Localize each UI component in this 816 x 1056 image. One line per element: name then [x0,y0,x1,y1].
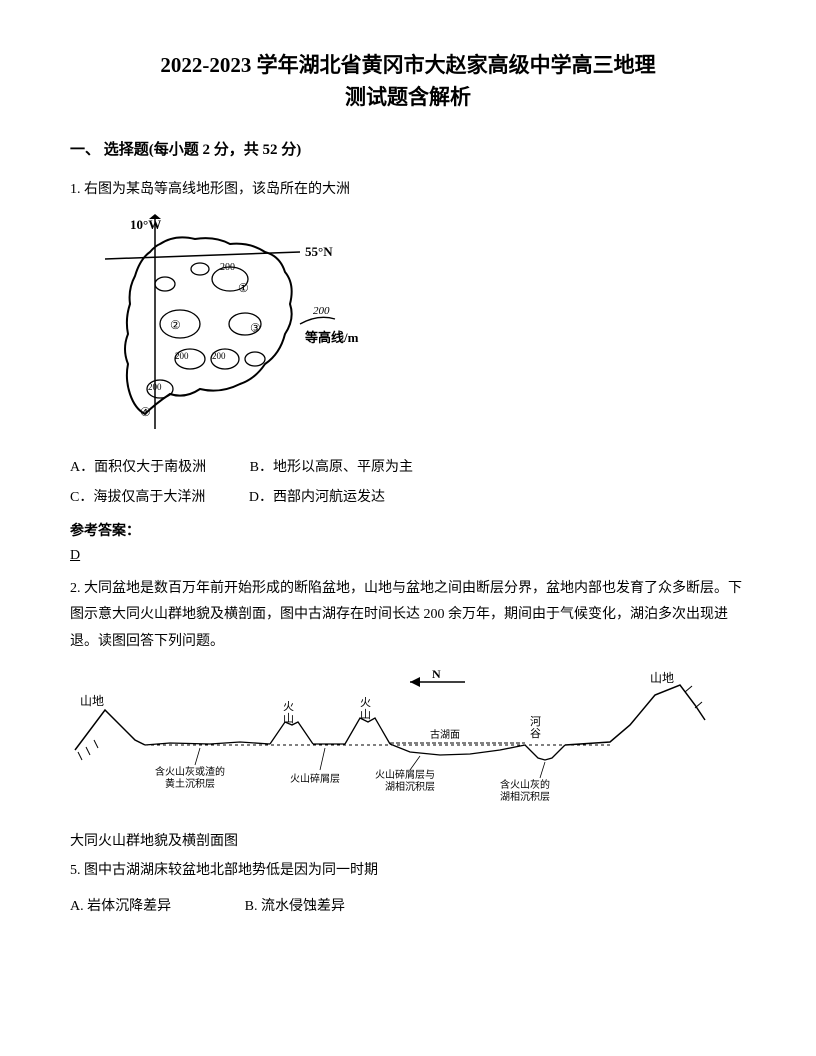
label2: 火山碎屑层 [290,772,340,785]
marker-2: ② [170,318,181,332]
label3-l1: 火山碎屑层与 [375,768,435,781]
label1-l2: 黄土沉积层 [165,777,215,790]
legend-text: 等高线/m [304,330,359,345]
north-label: N [432,670,441,681]
volcano1-l2: 山 [283,712,294,725]
q5-options-row-1: A. 岩体沉降差异 B. 流水侵蚀差异 [70,893,746,921]
volcano2-l1: 火 [360,697,371,709]
lon-label: 10°W [130,217,161,232]
contour-4: 200 [148,382,162,392]
q2-caption: 大同火山群地貌及横剖面图 [70,830,746,850]
q1-options-row-1: A．面积仅大于南极洲 B．地形以高原、平原为主 [70,454,746,482]
volcano2-l2: 山 [360,708,371,721]
q5-stem: 5. 图中古湖湖床较盆地北部地势低是因为同一时期 [70,858,746,885]
contour-1: 200 [220,262,235,273]
section-heading: 一、 选择题(每小题 2 分，共 52 分) [70,138,746,159]
title-line-1: 2022-2023 学年湖北省黄冈市大赵家高级中学高三地理 [70,50,746,82]
marker-4: ④ [140,405,151,419]
q1-stem: 1. 右图为某岛等高线地形图，该岛所在的大洲 [70,177,746,204]
q2-figure-container: N 山地 含火山灰或渣的 黄土沉积层 火 山 火山碎屑层 火 山 古湖面 [70,670,746,815]
right-mountain-label: 山地 [650,671,674,685]
label4-l2: 湖相沉积层 [500,790,550,803]
title-line-2: 测试题含解析 [70,82,746,114]
q1-answer: D [70,548,746,564]
q1-figure-container: 10°W 55°N 200 200 200 200 ① ② ③ ④ 200 等高… [100,214,746,439]
left-mountain-label: 山地 [80,694,104,708]
page-title: 2022-2023 学年湖北省黄冈市大赵家高级中学高三地理 测试题含解析 [70,50,746,113]
q1-option-b: B．地形以高原、平原为主 [250,454,413,482]
lat-label: 55°N [305,244,333,259]
label1-l1: 含火山灰或渣的 [155,765,225,778]
ancient-lake-label: 古湖面 [430,728,460,741]
river-valley-l1: 河 [530,715,541,728]
q1-options-row-2: C．海拔仅高于大洋洲 D．西部内河航运发达 [70,484,746,512]
q2-cross-section: N 山地 含火山灰或渣的 黄土沉积层 火 山 火山碎屑层 火 山 古湖面 [70,670,710,810]
q1-option-d: D．西部内河航运发达 [249,484,385,512]
q5-option-b: B. 流水侵蚀差异 [245,893,345,921]
volcano1-l1: 火 [283,701,294,713]
contour-3: 200 [212,351,226,361]
marker-1: ① [238,281,249,295]
q1-map-figure: 10°W 55°N 200 200 200 200 ① ② ③ ④ 200 等高… [100,214,380,434]
marker-3: ③ [250,321,261,335]
q5-option-a: A. 岩体沉降差异 [70,893,171,921]
legend-arrow: 200 [313,305,330,317]
river-valley-l2: 谷 [530,727,541,740]
q1-option-a: A．面积仅大于南极洲 [70,454,206,482]
q1-answer-label: 参考答案： [70,520,746,540]
label4-l1: 含火山灰的 [500,778,550,791]
contour-2: 200 [175,351,189,361]
q2-stem: 2. 大同盆地是数百万年前开始形成的断陷盆地，山地与盆地之间由断层分界，盆地内部… [70,576,746,656]
q1-option-c: C．海拔仅高于大洋洲 [70,484,205,512]
label3-l2: 湖相沉积层 [385,780,435,793]
